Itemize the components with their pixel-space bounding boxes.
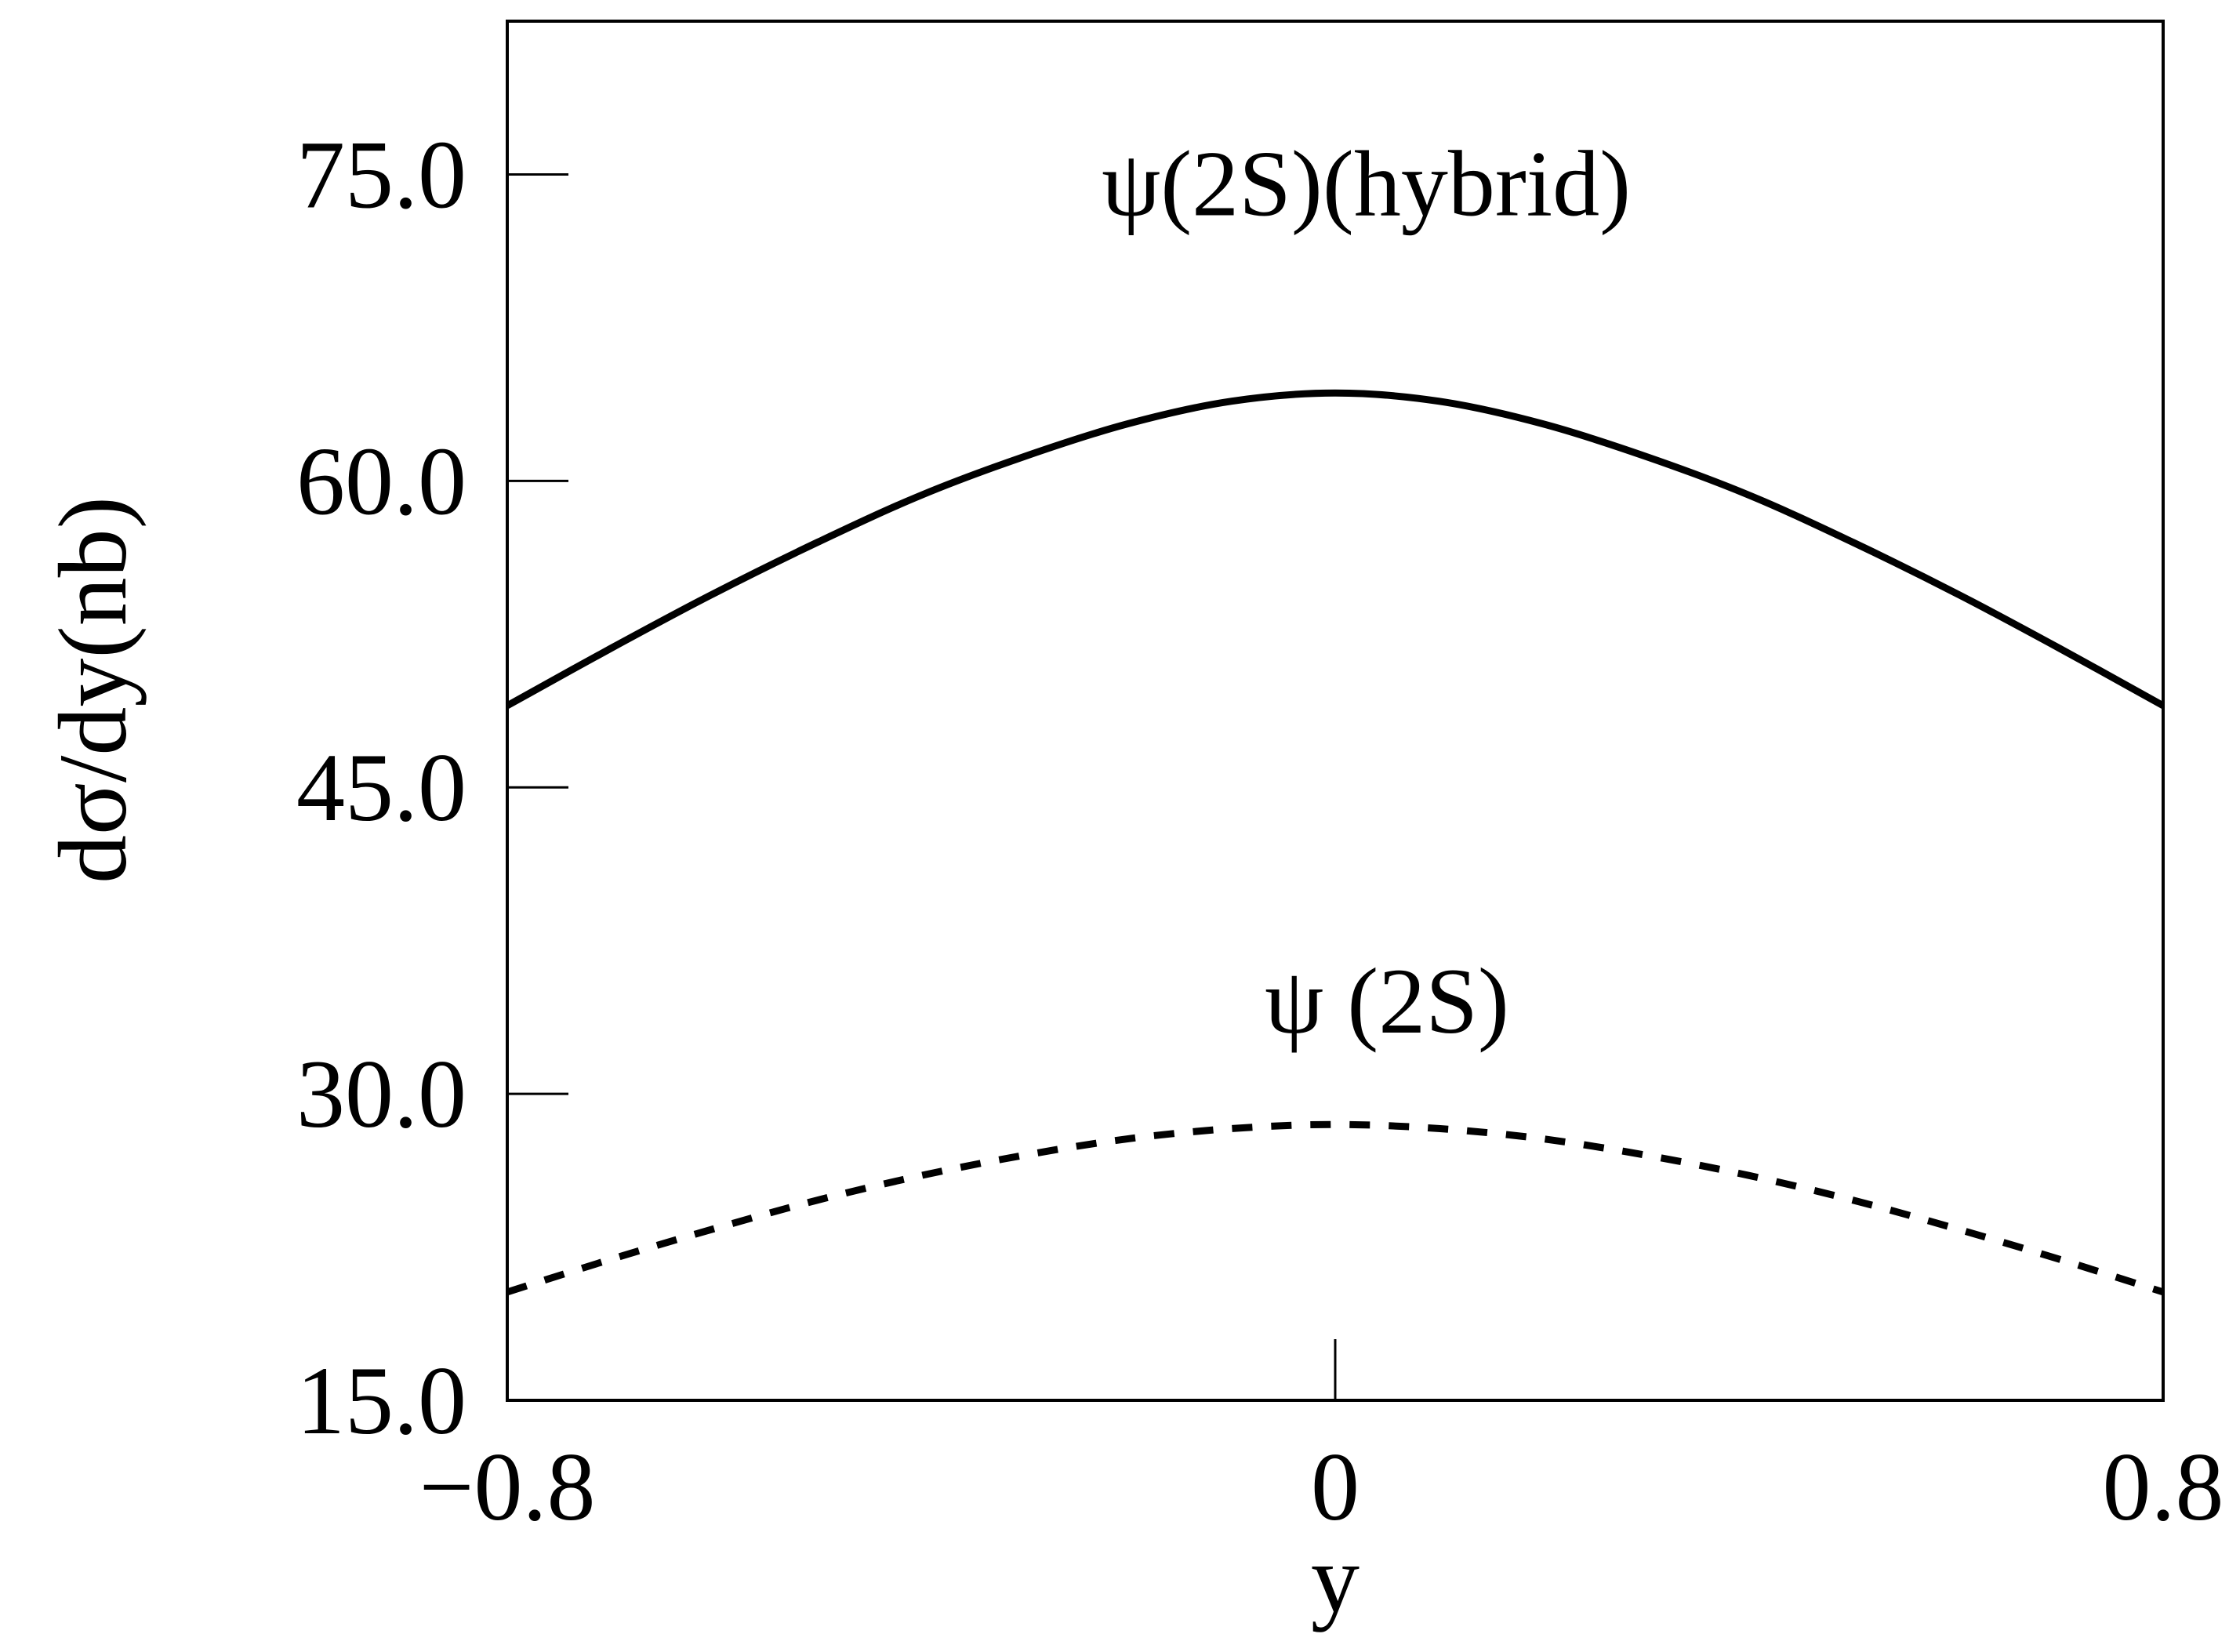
x-tick-label: 0 [1311,1433,1360,1541]
curve-annotation: ψ(2S)(hybrid) [1102,132,1631,236]
series-line-1 [506,1120,2165,1296]
y-axis-label: dσ/dy(nb) [39,496,147,884]
x-axis-label: y [1311,1525,1360,1632]
y-tick-label: 45.0 [296,734,466,841]
x-ticks: −0.8 0 0.8 [419,1339,2224,1541]
y-tick-label: 75.0 [296,121,466,228]
y-tick-label: 60.0 [296,427,466,535]
curve-annotation: ψ (2S) [1265,949,1509,1053]
annotation-layer: ψ(2S)(hybrid) ψ (2S) [1102,132,1631,1053]
y-tick-label: 30.0 [296,1040,466,1148]
series-line-0 [505,389,2165,709]
series-layer [505,389,2165,1296]
x-tick-label: −0.8 [419,1433,596,1541]
y-tick-label: 15.0 [296,1347,466,1454]
x-tick-label: 0.8 [2103,1433,2224,1541]
y-ticks: 15.0 30.0 45.0 60.0 75.0 [296,121,568,1454]
